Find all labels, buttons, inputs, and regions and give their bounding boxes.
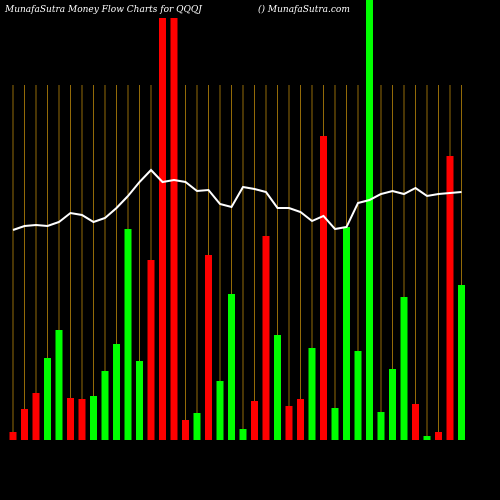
bar: [9, 432, 17, 440]
bar: [435, 432, 442, 440]
bar: [423, 436, 431, 440]
chart-subtitle: () MunafaSutra.com: [258, 4, 350, 15]
bar: [458, 285, 465, 440]
bar: [159, 18, 166, 440]
bar: [412, 404, 419, 440]
bar: [366, 0, 373, 440]
bar: [193, 413, 201, 440]
bar: [55, 330, 63, 440]
bar: [251, 401, 258, 440]
bar: [331, 408, 339, 440]
bar: [239, 429, 247, 440]
bar: [343, 227, 350, 440]
bar: [101, 371, 109, 440]
bar: [170, 18, 178, 440]
bar: [90, 396, 97, 440]
bar: [446, 156, 454, 440]
bar: [285, 406, 293, 440]
bar: [124, 229, 132, 440]
bar: [228, 294, 235, 440]
bar: [297, 399, 304, 440]
bar: [78, 399, 86, 440]
bar: [377, 412, 385, 440]
bar: [274, 335, 281, 440]
bar: [400, 297, 408, 440]
bar: [32, 393, 40, 440]
bar: [136, 361, 143, 440]
bar: [44, 358, 51, 440]
bar: [67, 398, 74, 440]
bar: [216, 381, 224, 440]
bar: [205, 255, 212, 440]
bar: [389, 369, 396, 440]
chart-title: MunafaSutra Money Flow Charts for QQQJ: [4, 5, 203, 15]
bar: [147, 260, 155, 440]
bar: [21, 409, 28, 440]
bar: [308, 348, 316, 440]
bar: [354, 351, 362, 440]
bar: [182, 420, 189, 440]
price-line: [12, 168, 462, 231]
bar: [262, 236, 270, 440]
bar: [320, 136, 327, 440]
bar: [113, 344, 120, 440]
